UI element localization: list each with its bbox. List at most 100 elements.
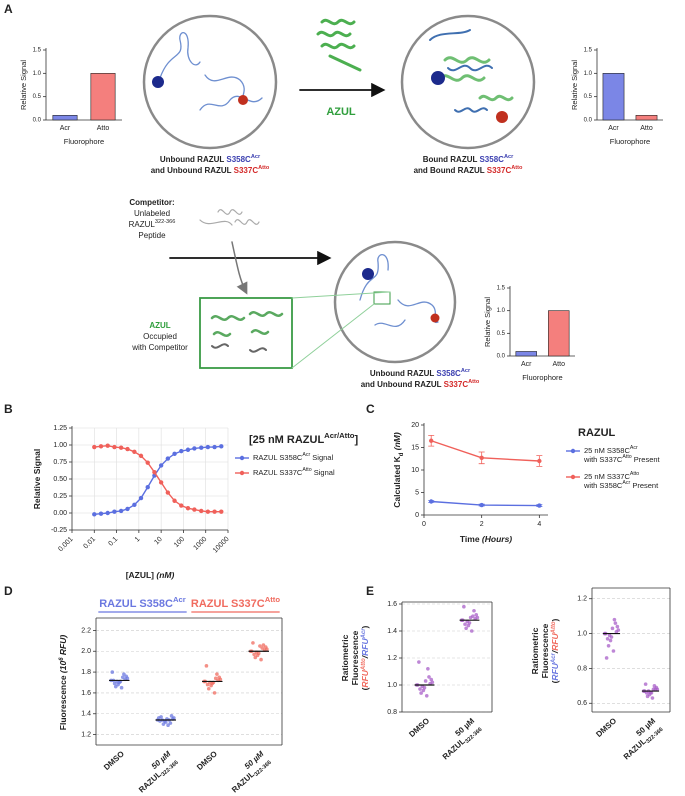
x-tick-label-group: DMSO: [102, 749, 126, 772]
text-run: Competitor:: [129, 198, 174, 207]
text-run: Signal: [312, 468, 335, 477]
data-point: [92, 444, 97, 450]
text-run: RAZUL S358C: [99, 598, 173, 610]
text-run: Acr: [173, 595, 186, 604]
data-point: [418, 687, 422, 691]
data-point: [421, 688, 426, 693]
text-run: Ratiometric: [530, 627, 540, 674]
text-run: Acr/Atto: [324, 431, 355, 440]
text-run: Atto: [258, 165, 270, 171]
text-run: Bound RAZUL: [423, 155, 480, 164]
text-run: with S358C: [583, 481, 623, 490]
text-run: RFU: [550, 662, 560, 680]
y-tick-label: 1.5: [584, 48, 593, 54]
data-point: [169, 714, 174, 718]
data-point: [251, 641, 255, 645]
panel-label: B: [4, 402, 13, 416]
data-point: [206, 686, 211, 691]
data-point: [125, 446, 130, 452]
data-point: [152, 470, 157, 475]
x-tick-label: Atto: [97, 125, 110, 132]
text-run: and Bound RAZUL: [414, 166, 487, 175]
text-run: (Hours): [482, 534, 512, 544]
x-tick-label: 1000: [192, 536, 208, 552]
legend-title: [25 nM RAZULAcr/Atto]: [249, 431, 359, 446]
data-point: [606, 643, 611, 648]
data-point: [219, 509, 224, 514]
y-axis-label: Calculated Kd (nM): [392, 432, 404, 508]
text-run: DMSO: [102, 749, 126, 772]
data-point: [172, 498, 177, 503]
data-point: [608, 638, 613, 643]
text-run: AZUL: [326, 106, 356, 118]
data-point: [122, 672, 126, 676]
data-point: [158, 463, 164, 468]
y-tick-label: 1.6: [81, 690, 91, 697]
text-run: DMSO: [195, 749, 219, 772]
text-run: d: [399, 452, 405, 456]
y-axis-label: Ratiometric Fluorescence(RFUAcr/RFUAtto): [530, 618, 560, 683]
data-point: [607, 633, 612, 638]
y-tick-label: 1.5: [497, 286, 506, 292]
text-run: S358C: [479, 155, 504, 164]
text-run: 25 nM S337C: [584, 472, 630, 481]
illustration: [142, 14, 536, 369]
x-axis-title: [AZUL] (nM): [126, 570, 175, 580]
y-axis-title: Relative Signal: [32, 449, 42, 509]
data-point: [419, 691, 423, 695]
text-run: Acr: [630, 445, 638, 451]
text-run: Atto: [551, 621, 557, 634]
data-point: [212, 691, 217, 695]
x-tick-label-group: DMSO: [407, 716, 431, 739]
text-run: ): [550, 618, 560, 621]
data-point: [209, 683, 213, 688]
text-run: Fluorescence: [350, 630, 360, 685]
y-tick-label: 0.5: [33, 94, 42, 100]
data-point: [604, 656, 609, 660]
legend-label: with S358CAcr Present: [583, 480, 659, 490]
data-point: [118, 508, 124, 514]
data-point: [469, 629, 474, 633]
y-tick-label: 1.4: [81, 711, 91, 718]
y-tick-label: 0.5: [584, 94, 593, 100]
text-run: ): [360, 625, 370, 628]
y-tick-label: 1.0: [577, 630, 587, 637]
legend-label: RAZUL S358CAcr Signal: [253, 452, 333, 462]
text-run: and Unbound RAZUL: [151, 166, 234, 175]
legend-marker: [239, 470, 245, 476]
data-point: [158, 480, 164, 485]
y-tick-label: -0.25: [51, 527, 67, 534]
x-axis-title: Time (Hours): [460, 534, 512, 544]
text-run: 25 nM S358C: [584, 446, 630, 455]
text-run: Present: [630, 481, 659, 490]
y-tick-label: 1.2: [577, 596, 587, 603]
y-tick-label: 0.6: [577, 700, 587, 707]
data-point: [199, 445, 204, 450]
data-point: [650, 696, 655, 700]
data-point: [215, 672, 219, 676]
y-axis-label: Relative Signal: [32, 449, 42, 509]
competitor-label: Unlabeled: [134, 209, 170, 218]
y-axis-title: (RFUAcr/RFUAtto): [550, 618, 560, 683]
y-tick-label: 15: [411, 444, 419, 451]
data-point: [192, 446, 197, 451]
text-run: RFU): [58, 635, 68, 658]
text-run: [25 nM RAZUL: [249, 434, 324, 446]
data-point: [466, 623, 471, 628]
text-run: Fluorophore: [64, 137, 104, 146]
data-point: [124, 674, 129, 679]
legend-label: RAZUL S337CAtto Signal: [253, 467, 335, 477]
x-tick-label-group: DMSO: [195, 749, 219, 772]
bar: [635, 115, 658, 121]
caption: Unbound RAZUL S358CAcr: [160, 154, 261, 164]
occupied-label: Occupied: [143, 332, 177, 341]
panel-label: E: [366, 584, 374, 598]
y-tick-label: 1.25: [53, 425, 67, 432]
bar: [90, 73, 116, 121]
data-point: [219, 444, 224, 449]
text-run: Atto: [302, 467, 311, 473]
bar: [52, 115, 78, 121]
data-point: [98, 444, 104, 449]
data-point: [614, 630, 619, 634]
data-point: [165, 490, 171, 495]
